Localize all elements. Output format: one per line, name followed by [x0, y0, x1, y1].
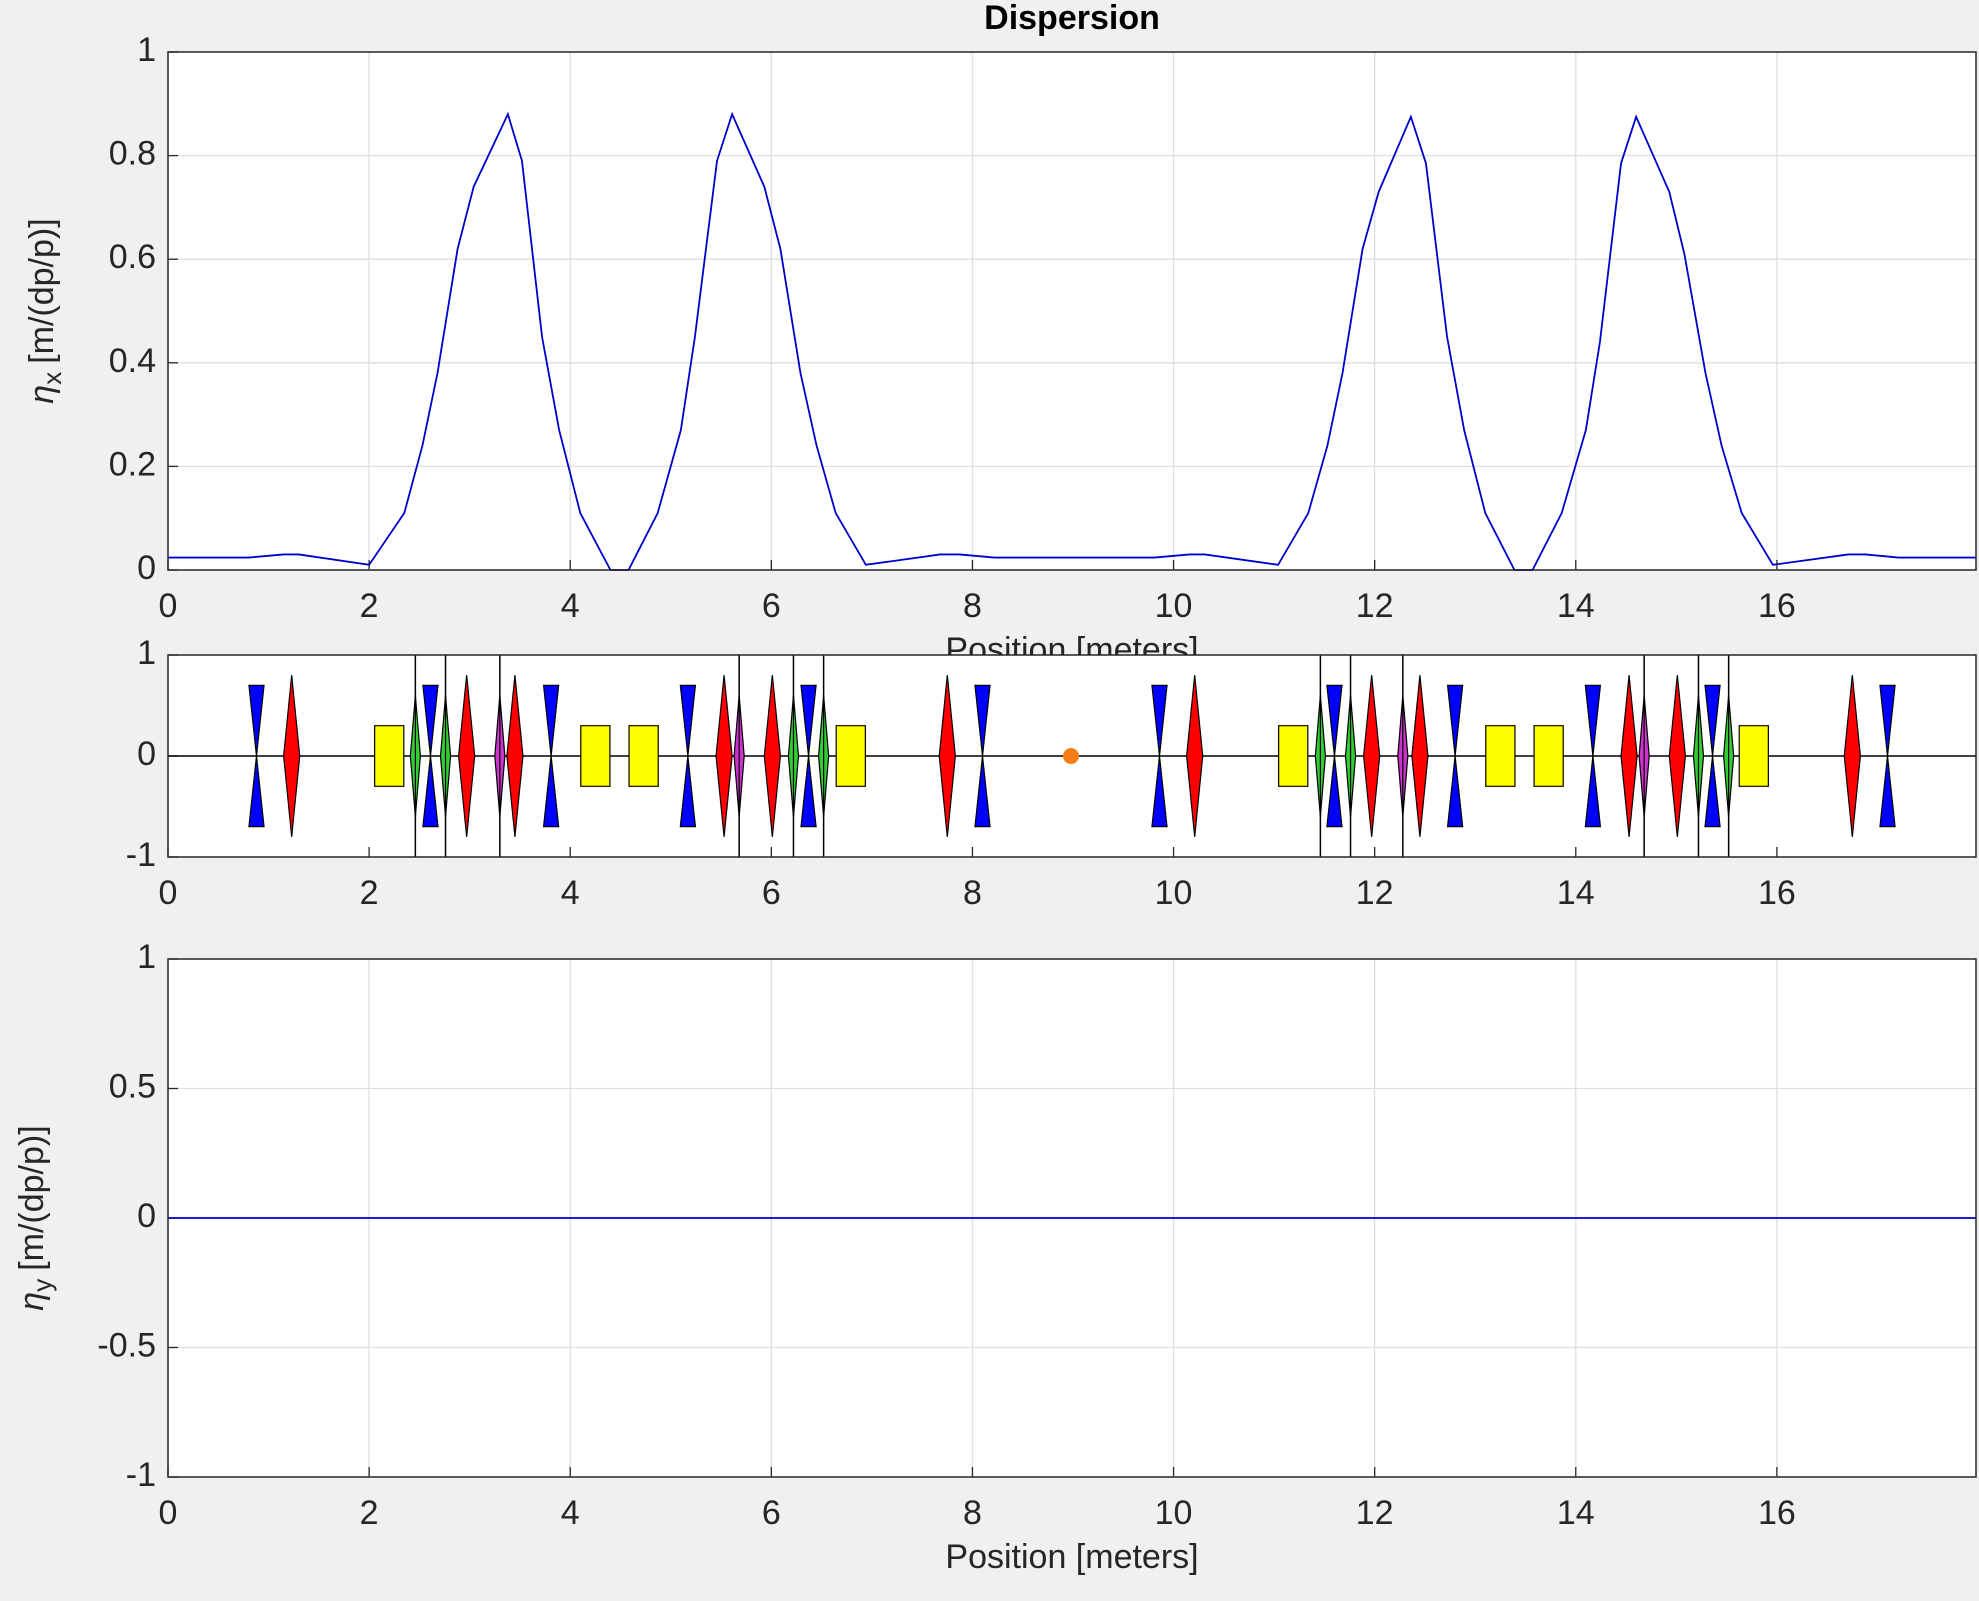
- x-tick-label: 2: [360, 1494, 379, 1532]
- x-tick-label: 16: [1758, 587, 1796, 625]
- magnet: [1704, 684, 1721, 828]
- x-axis-label: Position [meters]: [945, 1538, 1198, 1576]
- y-tick-label: 1: [137, 31, 156, 69]
- x-tick-label: 6: [762, 1494, 781, 1532]
- axes: [167, 958, 1977, 1478]
- magnet: [715, 675, 733, 837]
- chart-title: Dispersion: [984, 0, 1160, 37]
- axes-background: [168, 52, 1976, 570]
- x-tick-label: 2: [360, 874, 379, 912]
- x-tick-label: 10: [1155, 1494, 1193, 1532]
- magnet: [835, 725, 866, 787]
- y-tick-label: -1: [126, 1456, 156, 1494]
- magnet: [628, 725, 659, 787]
- x-tick-label: 0: [159, 587, 178, 625]
- magnet: [1363, 675, 1381, 837]
- data-line: [168, 111, 1976, 571]
- axes-box: [167, 654, 1977, 858]
- y-axis-subscript: y: [27, 1279, 57, 1292]
- y-axis-symbol: η: [23, 385, 61, 404]
- x-tick-label: 12: [1356, 874, 1394, 912]
- x-tick-label: 8: [963, 1494, 982, 1532]
- y-tick-label: 0.8: [109, 135, 156, 173]
- magnet: [458, 675, 476, 837]
- magnet: [580, 725, 611, 787]
- y-axis-unit: [m/(dp/p)]: [23, 218, 61, 363]
- magnet: [1186, 675, 1204, 837]
- magnet: [1843, 675, 1861, 837]
- y-tick-label: 0: [137, 1197, 156, 1235]
- y-tick-label: 0: [137, 549, 156, 587]
- x-tick-label: 12: [1356, 1494, 1394, 1532]
- x-tick-label: 12: [1356, 587, 1394, 625]
- magnet: [679, 684, 697, 828]
- magnet: [763, 675, 781, 837]
- y-axis-label: ηx [m/(dp/p)]: [23, 218, 67, 403]
- x-tick-label: 10: [1155, 587, 1193, 625]
- magnet: [1278, 725, 1309, 787]
- y-axis-symbol: η: [13, 1292, 51, 1311]
- x-tick-label: 4: [561, 874, 580, 912]
- x-tick-label: 6: [762, 874, 781, 912]
- x-tick-label: 16: [1758, 874, 1796, 912]
- x-tick-label: 14: [1557, 587, 1595, 625]
- y-tick-label: 0.6: [109, 238, 156, 276]
- magnet: [1326, 684, 1343, 828]
- plot-area: [168, 655, 1976, 857]
- y-axis-unit: [m/(dp/p)]: [13, 1125, 51, 1270]
- y-tick-label: 0.2: [109, 445, 156, 483]
- x-tick-label: 0: [159, 874, 178, 912]
- axes: [167, 654, 1977, 858]
- magnet: [1411, 675, 1429, 837]
- magnet: [1738, 725, 1769, 787]
- x-tick-label: 2: [360, 587, 379, 625]
- x-tick-label: 8: [963, 587, 982, 625]
- axes: [167, 51, 1977, 571]
- plot-area: [168, 111, 1976, 571]
- magnet: [248, 684, 265, 828]
- magnet: [1533, 725, 1564, 787]
- axes-box: [167, 51, 1977, 571]
- y-tick-label: -0.5: [97, 1326, 156, 1364]
- magnet: [1668, 675, 1686, 837]
- magnet: [1485, 725, 1516, 787]
- y-tick-label: -1: [126, 836, 156, 874]
- magnet: [542, 684, 560, 828]
- y-axis-label: ηy [m/(dp/p)]: [13, 1125, 57, 1310]
- x-tick-label: 10: [1155, 874, 1193, 912]
- y-tick-label: 1: [137, 634, 156, 672]
- x-tick-label: 14: [1557, 874, 1595, 912]
- axes-box: [167, 958, 1977, 1478]
- y-tick-label: 1: [137, 938, 156, 976]
- magnet: [506, 675, 524, 837]
- magnet: [1446, 684, 1464, 828]
- monitor: [1062, 748, 1079, 764]
- y-axis-subscript: x: [37, 372, 67, 385]
- x-tick-label: 6: [762, 587, 781, 625]
- magnet: [800, 684, 817, 828]
- x-tick-label: 4: [561, 587, 580, 625]
- x-tick-label: 14: [1557, 1494, 1595, 1532]
- magnet: [374, 725, 405, 787]
- x-tick-label: 8: [963, 874, 982, 912]
- x-tick-label: 4: [561, 1494, 580, 1532]
- magnet: [1620, 675, 1638, 837]
- y-tick-label: 0: [137, 735, 156, 773]
- magnet: [1151, 684, 1168, 828]
- y-tick-label: 0.4: [109, 342, 156, 380]
- magnet: [422, 684, 439, 828]
- x-tick-label: 0: [159, 1494, 178, 1532]
- magnet: [1879, 684, 1896, 828]
- magnet: [283, 675, 301, 837]
- magnet: [938, 675, 956, 837]
- magnet: [1584, 684, 1602, 828]
- y-tick-label: 0.5: [109, 1067, 156, 1105]
- magnet: [974, 684, 991, 828]
- x-tick-label: 16: [1758, 1494, 1796, 1532]
